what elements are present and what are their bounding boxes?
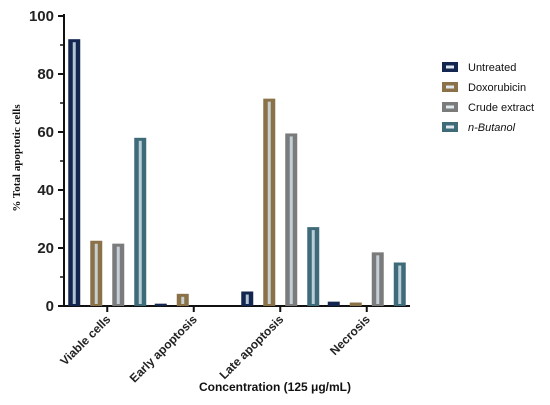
bar xyxy=(154,303,167,306)
bar xyxy=(371,252,384,306)
bar xyxy=(90,240,103,306)
legend-label: n-Butanol xyxy=(468,122,516,134)
y-tick-label: 20 xyxy=(37,240,54,257)
bar-highlight xyxy=(267,101,271,305)
bar-fill xyxy=(154,303,167,306)
y-tick-label: 40 xyxy=(37,182,54,199)
bar-highlight xyxy=(245,294,249,304)
bar-fill xyxy=(327,301,340,306)
legend-item: Crude extract xyxy=(442,102,534,114)
bar xyxy=(263,98,276,307)
bar-highlight xyxy=(94,243,98,304)
bar-highlight xyxy=(398,265,402,304)
bar xyxy=(393,262,406,306)
bar-highlight xyxy=(289,136,293,304)
y-tick-label: 100 xyxy=(29,8,54,25)
bar-highlight xyxy=(116,246,120,304)
bar-highlight xyxy=(376,255,380,304)
legend-label: Crude extract xyxy=(468,102,534,114)
legend-label: Untreated xyxy=(468,62,516,74)
bar-highlight xyxy=(181,296,185,304)
bar xyxy=(241,291,254,306)
bar xyxy=(285,133,298,306)
legend-item: n-Butanol xyxy=(442,122,516,134)
bar xyxy=(349,302,362,306)
bar-highlight xyxy=(311,230,315,304)
y-axis-label: % Total apoptotic cells xyxy=(11,104,23,212)
legend-swatch-highlight xyxy=(446,85,454,89)
legend-item: Doxorubicin xyxy=(442,82,526,94)
y-tick-label: 0 xyxy=(46,298,54,315)
bar-highlight xyxy=(138,140,142,304)
bar-fill xyxy=(349,302,362,306)
bar xyxy=(327,301,340,306)
legend-label: Doxorubicin xyxy=(468,82,526,94)
legend-swatch-highlight xyxy=(446,65,454,69)
x-tick-label: Necrosis xyxy=(327,312,373,358)
y-tick-label: 60 xyxy=(37,124,54,141)
legend-swatch-highlight xyxy=(446,105,454,109)
y-axis: 0 20 40 60 80 100 xyxy=(29,8,65,315)
bar xyxy=(112,243,125,306)
bar xyxy=(68,39,81,306)
legend: Untreated Doxorubicin Crude extract n-Butan… xyxy=(442,62,534,134)
legend-swatch-highlight xyxy=(446,125,454,129)
bars xyxy=(68,39,406,307)
bar xyxy=(134,137,147,306)
bar xyxy=(307,227,320,306)
x-tick-label: Early apoptosis xyxy=(127,312,200,385)
x-axis-label: Concentration (125 μg/mL) xyxy=(199,380,351,394)
bar xyxy=(176,293,189,306)
y-tick-label: 80 xyxy=(37,66,54,83)
bar-highlight xyxy=(72,42,76,304)
x-tick-label: Late apoptosis xyxy=(217,312,287,382)
legend-item: Untreated xyxy=(442,62,516,74)
x-axis: Viable cells Early apoptosis Late apoptosi… xyxy=(57,305,410,385)
x-tick-label: Viable cells xyxy=(57,312,113,368)
